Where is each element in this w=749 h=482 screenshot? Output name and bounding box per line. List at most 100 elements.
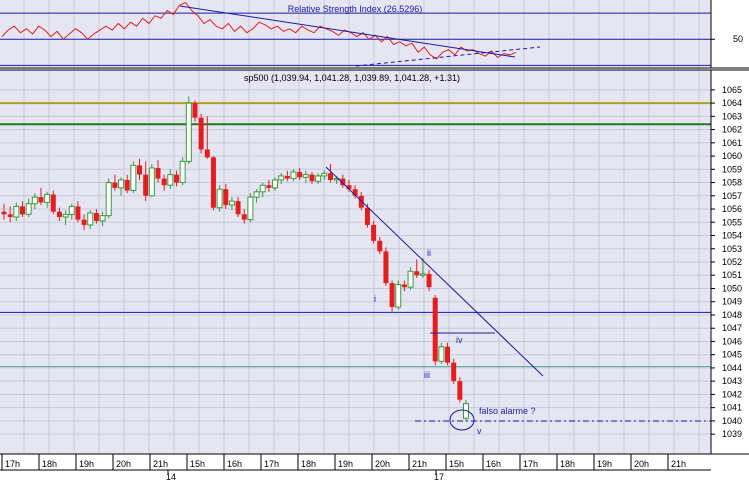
bull-candle — [228, 197, 235, 211]
candle-body — [407, 270, 414, 288]
bear-candle — [204, 116, 210, 159]
price-tick-label: 1050 — [722, 283, 742, 293]
price-tick-label: 1063 — [722, 111, 742, 121]
candle-body — [241, 214, 247, 220]
bull-candle — [118, 177, 125, 196]
candle-body — [130, 164, 137, 191]
bear-candle — [414, 259, 420, 278]
x-tick-label: 19h — [338, 459, 353, 469]
x-tick-label: 16h — [486, 459, 501, 469]
candle-body — [143, 174, 149, 196]
price-tick-label: 1061 — [722, 138, 742, 148]
bear-candle — [457, 377, 463, 403]
x-tick-label: 18h — [301, 459, 316, 469]
candle-body — [68, 205, 75, 215]
candle-body — [352, 189, 358, 196]
candle-body — [93, 213, 99, 221]
x-tick-label: 20h — [634, 459, 649, 469]
price-tick-label: 1059 — [722, 164, 742, 174]
candle-body — [50, 194, 56, 212]
price-tick-label: 1058 — [722, 178, 742, 188]
bear-candle — [38, 187, 44, 206]
candle-body — [179, 160, 186, 184]
rsi-peak-trend-line — [179, 5, 516, 58]
wave-label: ii — [427, 248, 431, 258]
candle-body — [228, 200, 235, 206]
price-tick-label: 1043 — [722, 376, 742, 386]
candle-body — [358, 195, 364, 208]
price-tick-label: 1051 — [722, 270, 742, 280]
candle-body — [99, 215, 106, 222]
price-y-axis: 1039 1040 1041 1042 1043 1044 1045 1046 1047 1048… — [0, 69, 749, 454]
candle-body — [118, 179, 125, 189]
candle-body — [383, 251, 389, 284]
candle-body — [247, 196, 254, 221]
bear-candle — [137, 158, 143, 180]
candle-body — [284, 175, 290, 179]
x-tick-label: 21h — [153, 459, 168, 469]
candle-body — [210, 157, 216, 208]
candle-body — [389, 283, 395, 308]
bear-candle — [426, 269, 432, 292]
wave-label: iii — [424, 370, 430, 380]
candle-body — [137, 165, 143, 175]
candle-body — [44, 193, 51, 203]
bull-candle — [395, 280, 402, 310]
candle-body — [81, 219, 87, 225]
rsi-title: Relative Strength Index (26.5296) — [288, 4, 423, 14]
x-tick-label: 20h — [116, 459, 131, 469]
price-tick-label: 1046 — [722, 336, 742, 346]
price-tick-label: 1040 — [722, 416, 742, 426]
candle-body — [438, 346, 445, 362]
wave-label: v — [477, 426, 482, 436]
bear-candle — [377, 236, 383, 255]
bull-candle — [315, 173, 322, 184]
rsi-y-axis: 50 — [0, 0, 749, 69]
candle-body — [167, 174, 174, 186]
x-tick-label: 17h — [523, 459, 538, 469]
bull-candle — [62, 210, 69, 225]
bear-candle — [223, 183, 229, 210]
bear-candle — [155, 160, 161, 183]
candle-body — [414, 271, 420, 276]
price-tick-label: 1047 — [722, 323, 742, 333]
price-tick-label: 1044 — [722, 363, 742, 373]
bear-candle — [173, 170, 179, 187]
bull-candle — [99, 211, 106, 227]
candle-body — [75, 206, 81, 220]
price-tick-label: 1062 — [722, 125, 742, 135]
bull-candle — [259, 182, 266, 198]
price-grid — [0, 70, 711, 454]
candle-body — [31, 196, 38, 205]
candle-body — [457, 381, 463, 400]
bull-candle — [407, 267, 414, 290]
price-horizontal-levels — [0, 102, 711, 368]
x-tick-label: 21h — [671, 459, 686, 469]
price-tick-label: 1065 — [722, 85, 742, 95]
candle-body — [38, 197, 44, 203]
bear-candle — [1, 203, 7, 220]
price-tick-label: 1054 — [722, 231, 742, 241]
bear-candle — [93, 209, 99, 224]
candle-body — [87, 212, 94, 226]
candle-body — [7, 214, 13, 217]
bear-candle — [241, 209, 247, 224]
bear-candle — [56, 207, 62, 221]
candle-body — [198, 117, 204, 150]
candle-body — [253, 191, 260, 198]
date-label: 14 — [166, 472, 176, 482]
candle-body — [377, 240, 383, 252]
price-tick-label: 1056 — [722, 204, 742, 214]
bear-candle — [75, 201, 81, 223]
candle-body — [13, 205, 20, 218]
bear-candle — [389, 280, 395, 313]
candle-body — [272, 179, 279, 189]
candle-body — [426, 273, 432, 288]
x-tick-label: 15h — [190, 459, 205, 469]
candle-body — [185, 102, 192, 162]
false-alarm-circle — [449, 409, 475, 431]
price-title: sp500 (1,039.94, 1,041.28, 1,039.89, 1,0… — [244, 73, 460, 83]
bear-candle — [451, 358, 457, 384]
bear-candle — [383, 247, 389, 286]
